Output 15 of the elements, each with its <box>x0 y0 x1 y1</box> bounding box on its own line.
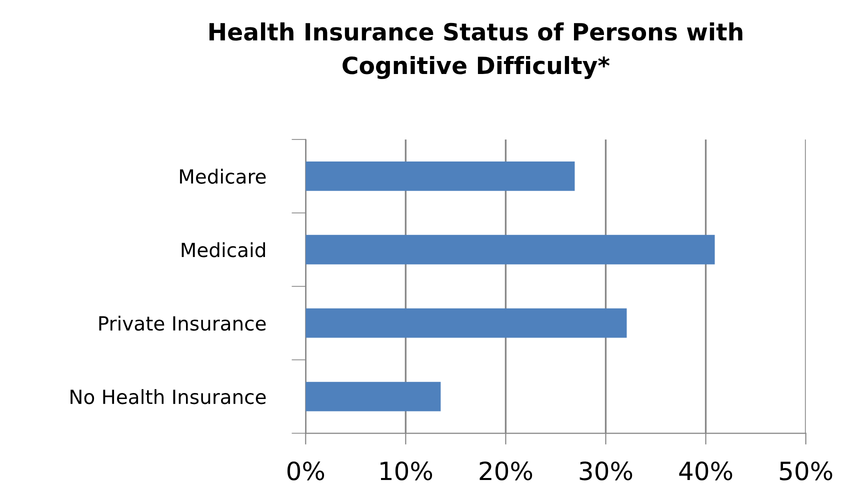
bar <box>306 161 575 191</box>
chart-title: Health Insurance Status of Persons with Cognitive Difficulty* <box>209 22 742 80</box>
x-tick-label: 50% <box>780 461 832 480</box>
x-tick-label: 40% <box>679 461 732 480</box>
y-tick-label: Private Insurance <box>99 316 266 331</box>
y-tick-label: Medicare <box>180 168 266 184</box>
x-tick-label: 20% <box>480 461 532 480</box>
bar <box>306 308 627 338</box>
x-tick-label: 10% <box>380 461 432 480</box>
y-tick-label: Medicaid <box>182 242 265 258</box>
y-tick-label: No Health Insurance <box>70 389 266 404</box>
x-tick-label: 0% <box>287 461 324 480</box>
x-tick-label: 30% <box>580 461 632 480</box>
bar <box>306 234 715 264</box>
bar <box>306 382 441 412</box>
